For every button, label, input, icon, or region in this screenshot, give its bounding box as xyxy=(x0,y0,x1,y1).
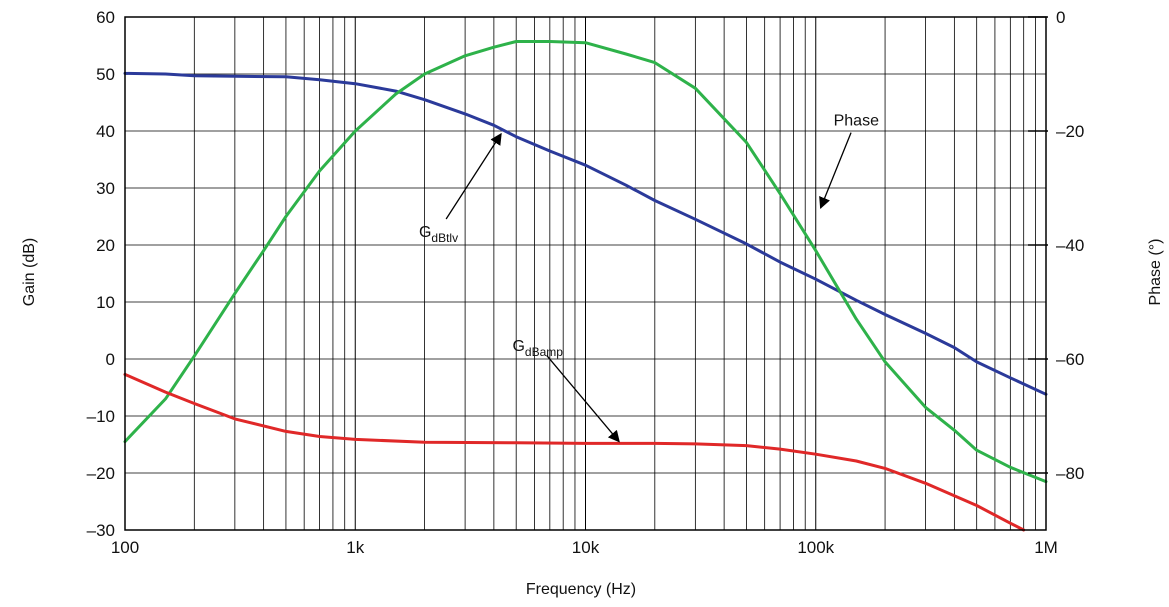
x-tick-label: 10k xyxy=(572,538,600,557)
y-left-tick-label: –20 xyxy=(87,464,115,483)
annotation-label-gdbtlv: GdBtlv xyxy=(419,224,458,245)
y-axis-right-label: Phase (°) xyxy=(1147,239,1164,306)
y-right-tick-label: 0 xyxy=(1056,8,1065,27)
annotation-label-phase: Phase xyxy=(834,113,879,130)
annotation-arrow-gdbamp xyxy=(546,355,620,443)
y-left-tick-label: 50 xyxy=(96,65,115,84)
x-tick-label: 100 xyxy=(111,538,139,557)
y-right-tick-label: –40 xyxy=(1056,236,1084,255)
annotation-arrow-gdbtlv xyxy=(445,132,502,220)
x-tick-label: 1k xyxy=(346,538,364,557)
y-left-tick-label: –30 xyxy=(87,521,115,540)
y-left-tick-label: 40 xyxy=(96,122,115,141)
y-left-tick-label: –10 xyxy=(87,407,115,426)
y-right-tick-label: –80 xyxy=(1056,464,1084,483)
series-line-gdbtlv xyxy=(123,71,1048,396)
annotations: Phase GdBtlv GdBamp xyxy=(419,113,879,443)
series-lines xyxy=(123,40,1048,532)
series-line-phase xyxy=(123,40,1048,484)
y-left-tick-label: 60 xyxy=(96,8,115,27)
y-axis-left-label: Gain (dB) xyxy=(21,238,38,306)
y-left-tick-label: 30 xyxy=(96,179,115,198)
grid xyxy=(125,17,1046,530)
tick-labels: 100 1k 10k 100k 1M6050403020100–10–20–300–20… xyxy=(87,8,1085,557)
x-tick-label: 100k xyxy=(797,538,834,557)
x-axis-label: Frequency (Hz) xyxy=(526,581,636,598)
y-left-tick-label: 10 xyxy=(96,293,115,312)
plot-frame xyxy=(124,16,1048,531)
y-left-tick-label: 0 xyxy=(106,350,115,369)
series-line-gdbamp xyxy=(123,372,1026,532)
annotation-label-gdbamp: GdBamp xyxy=(512,338,563,359)
annotation-arrow-phase xyxy=(819,132,852,210)
y-right-tick-label: –20 xyxy=(1056,122,1084,141)
x-tick-label: 1M xyxy=(1034,538,1058,557)
y-left-tick-label: 20 xyxy=(96,236,115,255)
y-right-tick-label: –60 xyxy=(1056,350,1084,369)
plot-border xyxy=(124,16,1047,531)
